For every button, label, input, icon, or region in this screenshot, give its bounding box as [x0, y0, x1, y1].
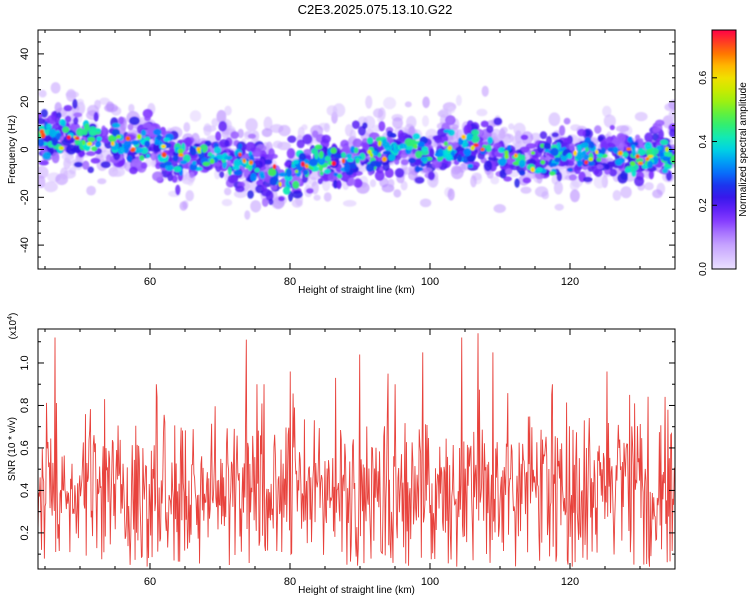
- y-tick-label: 20: [19, 96, 31, 108]
- x-tick-label: 80: [284, 576, 296, 588]
- y-tick-label: 0: [19, 146, 31, 152]
- y-tick-label: 0.4: [19, 483, 31, 498]
- colorbar-tick-label: 0.2: [698, 198, 709, 212]
- x-tick-label: 60: [144, 276, 156, 288]
- y-scale-note: (x104): [7, 313, 19, 340]
- spectrogram-blobs: [38, 82, 675, 220]
- colorbar: [711, 29, 737, 270]
- x-tick-label: 60: [144, 576, 156, 588]
- colorbar-tick-label: 0.6: [698, 70, 709, 84]
- y-tick-label: -40: [19, 237, 31, 253]
- x-axis-label: Height of straight line (km): [298, 285, 415, 296]
- line-plot-frame: [37, 328, 676, 570]
- y-tick-label: 0.2: [19, 525, 31, 540]
- x-tick-label: 80: [284, 276, 296, 288]
- x-tick-label: 120: [561, 576, 579, 588]
- x-tick-label: 120: [561, 276, 579, 288]
- chart-title: C2E3.2025.075.13.10.G22: [297, 2, 453, 17]
- colorbar-tick-label: 0.0: [698, 262, 709, 276]
- y-tick-label: 40: [19, 48, 31, 60]
- y-tick-label: -20: [19, 189, 31, 205]
- y-axis-label: Frequency (Hz): [7, 115, 18, 184]
- x-tick-label: 100: [421, 276, 439, 288]
- x-tick-label: 100: [421, 576, 439, 588]
- y-tick-label: 1.0: [19, 355, 31, 370]
- y-tick-label: 0.6: [19, 440, 31, 455]
- x-axis-label: Height of straight line (km): [298, 585, 415, 596]
- colorbar-label: Normalized spectral amplitude: [738, 82, 749, 217]
- snr-series-line: [38, 333, 675, 567]
- y-axis-label: SNR (10 * v/v): [7, 417, 18, 481]
- y-tick-label: 0.8: [19, 398, 31, 413]
- colorbar-tick-label: 0.4: [698, 134, 709, 148]
